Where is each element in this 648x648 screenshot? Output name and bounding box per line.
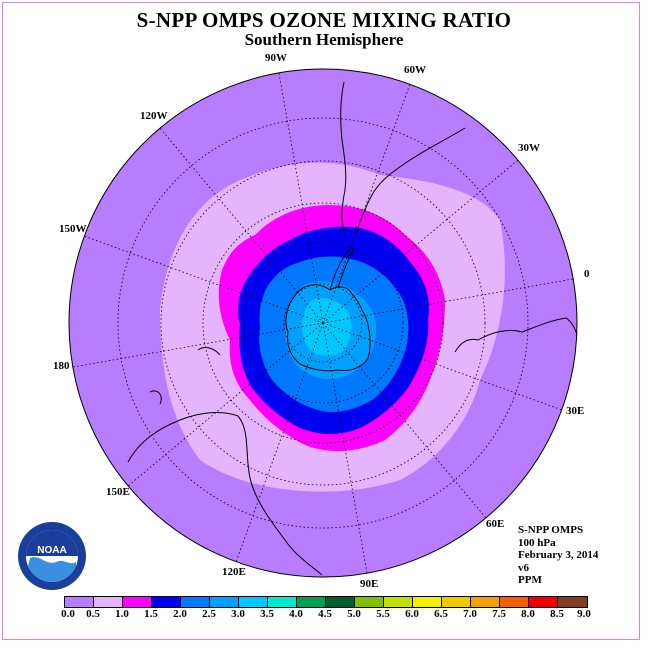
colorbar-segment [152, 597, 181, 607]
lon-label-150w: 150W [59, 223, 87, 235]
colorbar-tick-label: 7.0 [463, 608, 477, 620]
colorbar-segment [326, 597, 355, 607]
colorbar-tick-label: 4.5 [318, 608, 332, 620]
lon-label-30w: 30W [518, 142, 540, 154]
latitude-circles [117, 117, 529, 529]
colorbar-tick-label: 1.5 [144, 608, 158, 620]
colorbar-tick-label: 3.0 [231, 608, 245, 620]
colorbar-tick-label: 8.0 [521, 608, 535, 620]
colorbar-segment [413, 597, 442, 607]
colorbar-tick-label: 2.5 [202, 608, 216, 620]
colorbar-segment [500, 597, 529, 607]
lon-label-60e: 60E [486, 518, 505, 530]
info-date: February 3, 2014 [518, 549, 599, 561]
map-title: S-NPP OMPS OZONE MIXING RATIO [136, 8, 512, 32]
colorbar-tick-label: 7.5 [492, 608, 506, 620]
lon-label-90e: 90E [360, 578, 379, 590]
info-instrument: S-NPP OMPS [518, 524, 584, 536]
colorbar-tick-label: 6.0 [405, 608, 419, 620]
info-pressure: 100 hPa [518, 536, 556, 549]
colorbar-segment [355, 597, 384, 607]
map-subtitle: Southern Hemisphere [244, 30, 404, 49]
lon-label-0: 0 [584, 268, 590, 280]
colorbar-segment [297, 597, 326, 607]
colorbar-tick-label: 0.0 [61, 608, 75, 620]
colorbar-segment [529, 597, 558, 607]
colorbar-segment [181, 597, 210, 607]
colorbar-tick-label: 0.5 [86, 608, 100, 620]
colorbar-segment [94, 597, 123, 607]
colorbar-tick-label: 2.0 [173, 608, 187, 620]
new-zealand-coastline [149, 347, 221, 405]
colorbar-tick-label: 6.5 [434, 608, 448, 620]
south-america-coastline [340, 81, 466, 236]
colorbar-segment [210, 597, 239, 607]
colorbar-tick-label: 3.5 [260, 608, 274, 620]
lon-label-120w: 120W [140, 110, 168, 122]
colorbar-segment [471, 597, 500, 607]
lon-label-180: 180 [53, 360, 70, 372]
colorbar-segment [384, 597, 413, 607]
info-version: v6 [518, 561, 529, 574]
lon-label-30e: 30E [566, 405, 585, 417]
colorbar-segment [268, 597, 297, 607]
colorbar-tick-label: 4.0 [289, 608, 303, 620]
australia-coastline [127, 412, 323, 576]
coastlines [127, 81, 578, 576]
colorbar-tick-label: 9.0 [577, 608, 591, 620]
lon-label-90w: 90W [265, 52, 287, 64]
colorbar-segment [123, 597, 152, 607]
noaa-logo-text: NOAA [37, 545, 66, 556]
colorbar-segment [65, 597, 94, 607]
colorbar-tick-label: 8.5 [550, 608, 564, 620]
lon-label-60w: 60W [404, 64, 426, 76]
figure-frame [2, 2, 640, 640]
colorbar-segment [239, 597, 268, 607]
lon-label-150e: 150E [106, 486, 130, 498]
colorbar-tick-label: 5.5 [376, 608, 390, 620]
lon-label-120e: 120E [222, 566, 246, 578]
colorbar-tick-label: 5.0 [347, 608, 361, 620]
colorbar-segment [442, 597, 471, 607]
africa-coastline [454, 317, 578, 353]
colorbar-segment [558, 597, 587, 607]
antarctica-coastline [285, 284, 371, 372]
colorbar [64, 596, 588, 608]
colorbar-tick-label: 1.0 [115, 608, 129, 620]
noaa-logo: NOAA [18, 522, 86, 590]
info-units: PPM [518, 574, 542, 586]
info-block: S-NPP OMPS 100 hPa February 3, 2014 v6 P… [518, 524, 598, 587]
map-boundary [68, 68, 578, 578]
antarctic-peninsula [329, 247, 354, 291]
